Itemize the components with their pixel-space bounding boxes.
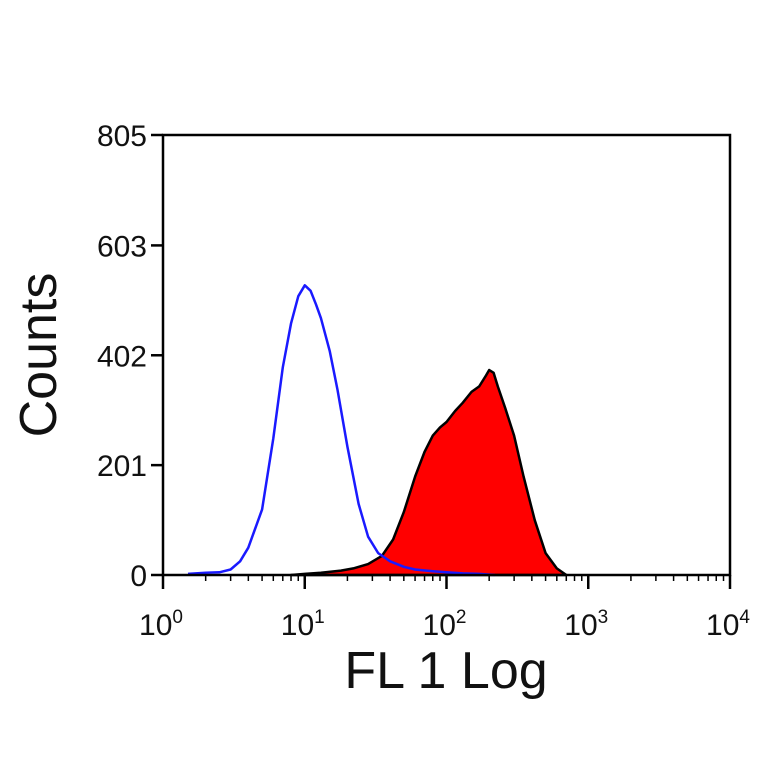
axis-layer: 0 201 402 603 805 100 101 102 103 104 [97, 120, 750, 642]
x-tick-label: 100 [139, 607, 183, 642]
series-1-line [187, 284, 496, 577]
y-tick-label: 402 [97, 340, 147, 373]
y-tick-label: 603 [97, 230, 147, 263]
y-axis-title: Counts [10, 273, 68, 438]
series-0-area [289, 368, 568, 577]
y-tick-label: 0 [130, 560, 147, 593]
y-tick-label: 201 [97, 450, 147, 483]
x-tick-label: 103 [564, 607, 608, 642]
x-tick-label: 104 [706, 607, 750, 642]
x-tick-label: 101 [281, 607, 325, 642]
series-layer [187, 284, 568, 577]
x-tick-label: 102 [423, 607, 467, 642]
y-tick-label: 805 [97, 120, 147, 153]
x-axis-title: FL 1 Log [344, 642, 547, 700]
